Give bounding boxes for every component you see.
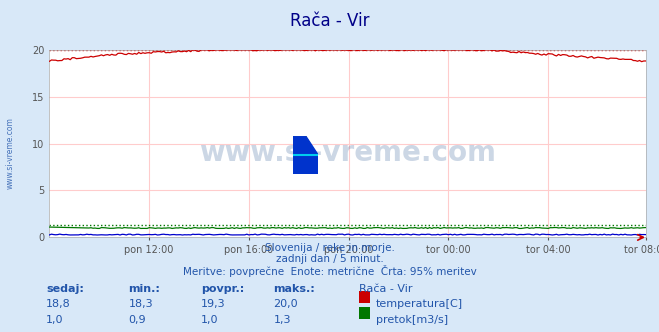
- Text: min.:: min.:: [129, 284, 160, 294]
- Text: Rača - Vir: Rača - Vir: [359, 284, 413, 294]
- Text: www.si-vreme.com: www.si-vreme.com: [5, 117, 14, 189]
- Polygon shape: [293, 136, 306, 155]
- Text: 20,0: 20,0: [273, 299, 298, 309]
- Text: 1,0: 1,0: [46, 315, 64, 325]
- Text: temperatura[C]: temperatura[C]: [376, 299, 463, 309]
- Text: 18,3: 18,3: [129, 299, 153, 309]
- Polygon shape: [293, 136, 318, 174]
- Text: povpr.:: povpr.:: [201, 284, 244, 294]
- Text: pretok[m3/s]: pretok[m3/s]: [376, 315, 447, 325]
- Text: Meritve: povprečne  Enote: metrične  Črta: 95% meritev: Meritve: povprečne Enote: metrične Črta:…: [183, 265, 476, 277]
- Text: maks.:: maks.:: [273, 284, 315, 294]
- Text: 1,0: 1,0: [201, 315, 219, 325]
- Text: Rača - Vir: Rača - Vir: [290, 12, 369, 30]
- Text: Slovenija / reke in morje.: Slovenija / reke in morje.: [264, 243, 395, 253]
- Text: 0,9: 0,9: [129, 315, 146, 325]
- Text: www.si-vreme.com: www.si-vreme.com: [199, 139, 496, 167]
- Text: sedaj:: sedaj:: [46, 284, 84, 294]
- Text: 18,8: 18,8: [46, 299, 71, 309]
- Text: 1,3: 1,3: [273, 315, 291, 325]
- Text: 19,3: 19,3: [201, 299, 225, 309]
- Text: zadnji dan / 5 minut.: zadnji dan / 5 minut.: [275, 254, 384, 264]
